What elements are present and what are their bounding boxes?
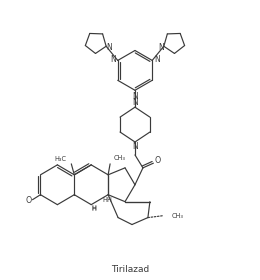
Text: N: N: [154, 55, 160, 64]
Text: N: N: [132, 98, 138, 107]
Text: N: N: [132, 92, 138, 101]
Text: CH₃: CH₃: [172, 213, 184, 219]
Text: H: H: [107, 197, 112, 203]
Text: N: N: [110, 55, 116, 64]
Text: H: H: [92, 205, 97, 211]
Text: H: H: [92, 206, 97, 212]
Text: N: N: [132, 143, 138, 151]
Text: CH₃: CH₃: [114, 155, 126, 161]
Text: O: O: [25, 196, 32, 205]
Text: N: N: [158, 43, 164, 52]
Text: O: O: [155, 157, 161, 165]
Text: H₃C: H₃C: [54, 156, 66, 162]
Text: N: N: [106, 43, 112, 52]
Text: H: H: [103, 197, 108, 203]
Text: Tirilazad: Tirilazad: [111, 265, 149, 274]
